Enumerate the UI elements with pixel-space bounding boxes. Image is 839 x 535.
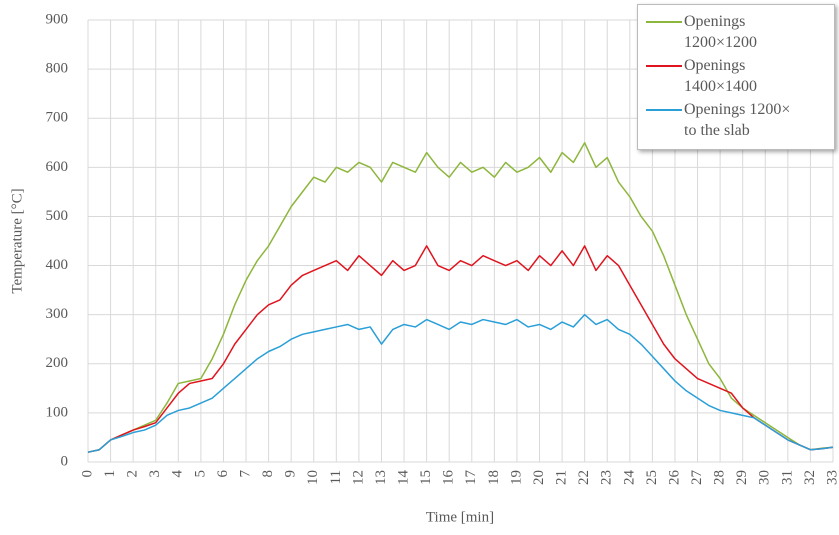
y-tick-label: 500 (46, 208, 69, 224)
x-tick-label: 9 (283, 470, 299, 478)
x-tick-label: 14 (395, 470, 411, 486)
x-tick-label: 3 (147, 470, 163, 478)
x-axis-title: Time [min] (426, 509, 494, 525)
legend-item: Openings 1200×1200 (638, 11, 834, 53)
y-tick-label: 0 (61, 453, 69, 469)
legend-swatch (646, 21, 682, 23)
x-tick-label: 22 (576, 470, 592, 485)
legend-swatch (646, 65, 682, 67)
data-line (87, 142, 834, 453)
x-tick-label: 0 (79, 470, 95, 478)
x-tick-label: 23 (599, 470, 615, 485)
x-tick-label: 30 (757, 470, 773, 485)
x-tick-label: 33 (824, 470, 839, 485)
y-tick-label: 900 (46, 11, 69, 27)
x-tick-label: 6 (215, 470, 231, 478)
legend-swatch (646, 109, 682, 111)
x-tick-label: 7 (237, 470, 253, 478)
x-tick-label: 18 (486, 470, 502, 485)
y-tick-label: 300 (46, 306, 69, 322)
legend-label: Openings 1200×1200 (684, 13, 758, 51)
legend-item: Openings 1400×1400 (638, 55, 834, 97)
x-tick-label: 12 (350, 470, 366, 485)
x-tick-label: 16 (441, 470, 457, 486)
x-tick-label: 4 (170, 470, 186, 478)
y-tick-label: 200 (46, 355, 69, 371)
x-tick-label: 24 (621, 470, 637, 486)
x-tick-label: 29 (734, 470, 750, 485)
x-tick-label: 15 (418, 470, 434, 485)
x-tick-label: 10 (305, 470, 321, 485)
y-tick-label: 100 (46, 404, 69, 420)
x-tick-label: 28 (712, 470, 728, 485)
x-tick-label: 20 (531, 470, 547, 485)
x-tick-label: 32 (802, 470, 818, 485)
x-tick-label: 26 (666, 470, 682, 486)
x-tick-label: 8 (260, 470, 276, 478)
y-tick-label: 600 (46, 159, 69, 175)
x-tick-label: 25 (644, 470, 660, 485)
y-tick-label: 400 (46, 257, 69, 273)
x-tick-label: 2 (125, 470, 141, 478)
x-tick-label: 27 (689, 470, 705, 486)
legend: Openings 1200×1200 Openings 1400×1400 Open… (637, 4, 835, 150)
x-tick-label: 11 (328, 470, 344, 484)
legend-label: Openings 1200× to the slab (684, 101, 791, 139)
x-tick-label: 5 (192, 470, 208, 478)
data-line (87, 313, 834, 453)
x-tick-label: 19 (508, 470, 524, 485)
y-tick-label: 800 (46, 61, 69, 77)
x-tick-label: 21 (554, 470, 570, 485)
x-tick-label: 17 (463, 470, 479, 486)
x-tick-label: 13 (373, 470, 389, 485)
legend-label: Openings 1400×1400 (684, 57, 758, 95)
y-tick-label: 700 (46, 110, 69, 126)
x-tick-label: 31 (779, 470, 795, 485)
y-axis-title: Temperature [°C] (9, 188, 25, 293)
legend-item: Openings 1200× to the slab (638, 99, 834, 141)
x-tick-label: 1 (102, 470, 118, 478)
data-line (87, 245, 834, 453)
